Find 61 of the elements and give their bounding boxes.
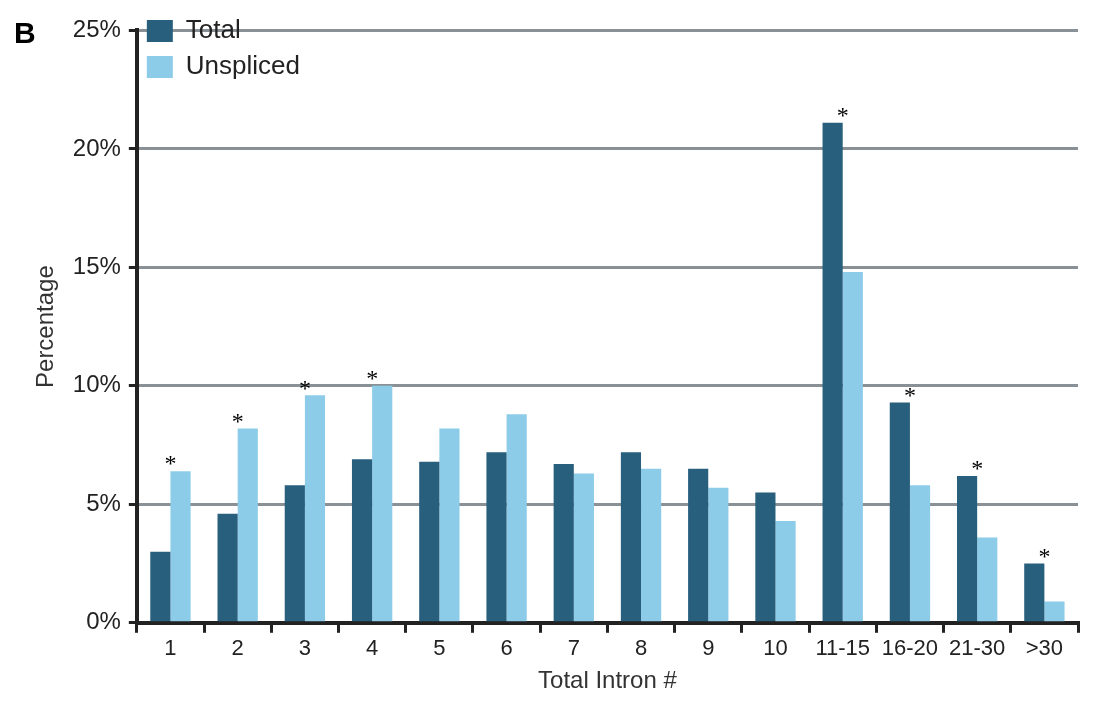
bar [822, 122, 843, 622]
x-tick-label: 8 [634, 635, 648, 661]
x-tick-label: 4 [366, 635, 379, 661]
bar [977, 537, 998, 622]
bar [842, 272, 863, 622]
bar [553, 464, 574, 622]
bar [1024, 563, 1045, 622]
x-tick-label: 16-20 [881, 635, 939, 661]
legend-label: Unspliced [185, 50, 301, 81]
bar [755, 492, 776, 622]
x-tick-label: 9 [702, 635, 715, 661]
annotation: * [298, 374, 311, 401]
bar [641, 468, 662, 622]
y-tick-label: 15% [72, 251, 121, 279]
bar [506, 414, 527, 622]
bar [708, 487, 729, 622]
y-tick-label: 0% [86, 607, 121, 635]
bar [573, 473, 594, 622]
bar [304, 395, 326, 622]
x-tick-label: 3 [298, 635, 312, 661]
bar [1044, 601, 1065, 622]
bar [170, 471, 191, 622]
bar [956, 475, 978, 622]
bar [351, 459, 373, 622]
annotation: * [164, 450, 177, 477]
bar [486, 452, 507, 622]
x-tick-label: 10 [763, 635, 788, 661]
x-tick-label: 5 [433, 635, 446, 661]
text: B [14, 16, 36, 50]
bar [419, 461, 440, 622]
legend-label: Total [185, 14, 241, 45]
bar [150, 551, 171, 622]
x-tick-label: 6 [500, 635, 513, 661]
bar [439, 428, 460, 622]
bar [237, 428, 258, 622]
annotation: * [971, 455, 984, 482]
y-tick-label: 20% [72, 133, 121, 161]
x-axis-title: Total Intron # [538, 666, 678, 694]
x-tick-label: 1 [164, 635, 177, 661]
x-tick-label: 11-15 [815, 635, 871, 661]
bar [620, 452, 642, 622]
x-tick-label: 21-30 [949, 635, 1006, 661]
bar [372, 385, 393, 622]
bar [909, 485, 931, 622]
annotation: * [1038, 542, 1051, 569]
x-tick-label: >30 [1025, 635, 1064, 661]
bar [284, 485, 305, 622]
y-tick-label: 10% [72, 370, 121, 398]
x-tick-label: 7 [567, 635, 580, 661]
bar [889, 402, 910, 622]
bar [775, 520, 796, 622]
annotation: * [231, 407, 244, 434]
bar [688, 468, 709, 622]
y-tick-label: 25% [72, 15, 121, 43]
annotation: * [836, 102, 849, 129]
y-axis-title: Percentage [31, 265, 59, 388]
annotation: * [366, 365, 379, 392]
bar [217, 513, 238, 622]
y-tick-label: 5% [86, 488, 121, 516]
x-tick-label: 2 [231, 635, 244, 661]
annotation: * [903, 381, 916, 408]
